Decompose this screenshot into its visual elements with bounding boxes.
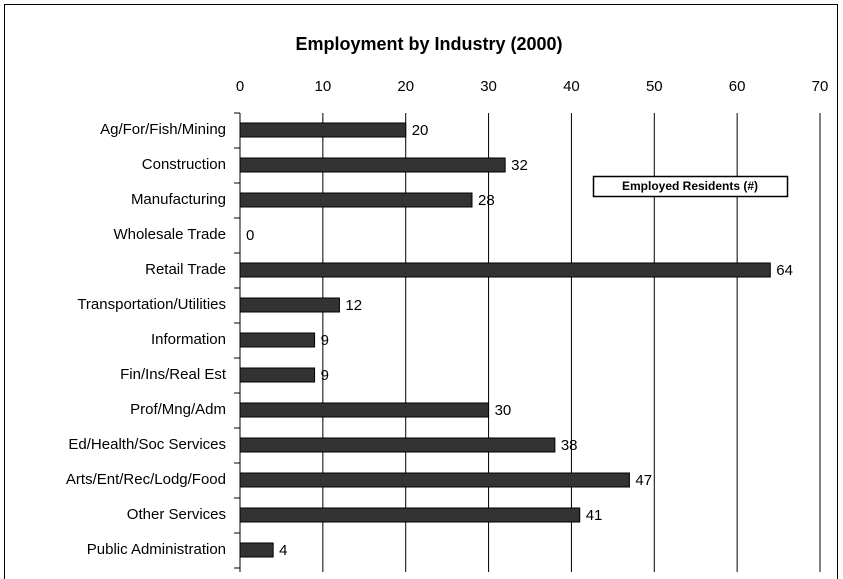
- bar: [239, 367, 316, 383]
- value-label: 0: [246, 227, 254, 244]
- bar: [239, 262, 771, 278]
- y-tick-label: Transportation/Utilities: [77, 296, 226, 313]
- bar: [239, 192, 473, 208]
- value-label: 30: [495, 402, 512, 419]
- value-label: 12: [345, 297, 362, 314]
- value-label: 38: [561, 437, 578, 454]
- value-label: 32: [511, 157, 528, 174]
- value-label: 20: [412, 122, 429, 139]
- bar: [239, 332, 316, 348]
- value-label: 28: [478, 192, 495, 209]
- bar: [239, 157, 506, 173]
- y-tick-label: Wholesale Trade: [113, 226, 226, 243]
- value-label: 9: [321, 332, 329, 349]
- x-tick-label: 70: [812, 78, 829, 95]
- x-tick-label: 0: [236, 78, 244, 95]
- x-tick-label: 40: [563, 78, 580, 95]
- bar: [239, 402, 490, 418]
- y-tick-label: Construction: [142, 156, 226, 173]
- x-tick-label: 50: [646, 78, 663, 95]
- value-label: 4: [279, 542, 287, 559]
- x-tick-label: 60: [729, 78, 746, 95]
- y-tick-label: Ag/For/Fish/Mining: [100, 121, 226, 138]
- bar: [239, 542, 274, 558]
- y-tick-label: Fin/Ins/Real Est: [120, 366, 227, 383]
- y-tick-label: Prof/Mng/Adm: [130, 401, 226, 418]
- y-tick-label: Manufacturing: [131, 191, 226, 208]
- value-label: 64: [776, 262, 793, 279]
- chart-border: [4, 4, 838, 579]
- value-label: 9: [321, 367, 329, 384]
- bar: [239, 122, 407, 138]
- x-tick-label: 20: [397, 78, 414, 95]
- y-tick-label: Other Services: [127, 506, 226, 523]
- x-tick-label: 30: [480, 78, 497, 95]
- y-tick-label: Retail Trade: [145, 261, 226, 278]
- y-tick-label: Ed/Health/Soc Services: [68, 436, 226, 453]
- y-tick-label: Information: [151, 331, 226, 348]
- legend-box: [592, 175, 789, 198]
- bar: [239, 297, 340, 313]
- bar: [239, 507, 581, 523]
- x-tick-label: 10: [315, 78, 332, 95]
- y-tick-label: Arts/Ent/Rec/Lodg/Food: [66, 471, 226, 488]
- y-tick-label: Public Administration: [87, 541, 226, 558]
- bar: [239, 437, 556, 453]
- chart-title: Employment by Industry (2000): [295, 34, 562, 54]
- value-label: 47: [635, 472, 652, 489]
- legend-label: Employed Residents (#): [622, 179, 758, 193]
- value-label: 41: [586, 507, 603, 524]
- bar: [239, 472, 630, 488]
